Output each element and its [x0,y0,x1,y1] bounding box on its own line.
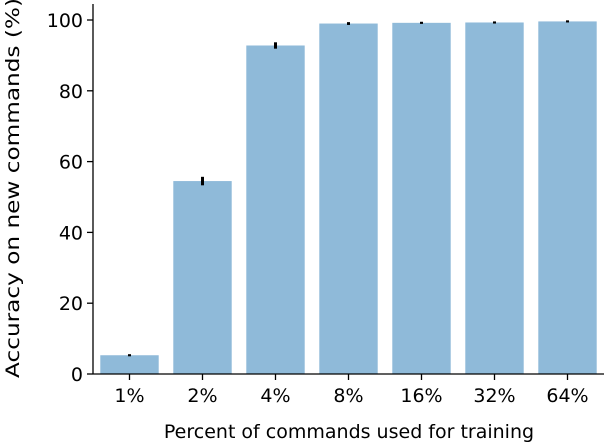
y-ticks-group: 0 20 40 60 80 100 [47,10,93,386]
bars-group [100,21,597,375]
y-tick-label: 0 [71,364,83,386]
y-tick-label: 20 [59,293,83,315]
x-ticks-group: 1% 2% 4% 8% 16% 32% 64% [114,374,589,407]
y-tick-label: 40 [59,222,83,244]
y-tick-label: 100 [47,10,83,32]
bar [319,23,378,374]
bar [173,181,232,374]
bar [538,21,597,374]
bar [100,355,159,374]
error-bars-group [128,20,569,357]
bar [392,22,451,374]
x-tick-label: 32% [473,385,515,407]
bar [246,45,305,374]
x-tick-label: 64% [546,385,588,407]
y-tick-label: 60 [59,152,83,174]
x-tick-label: 2% [187,385,217,407]
y-axis-label: Accuracy on new commands (%) [2,0,24,378]
x-tick-label: 4% [260,385,290,407]
bar [465,22,524,375]
x-axis-label: Percent of commands used for training [164,421,534,442]
y-tick-label: 80 [59,81,83,103]
x-tick-label: 1% [114,385,144,407]
x-tick-label: 8% [333,385,363,407]
x-tick-label: 16% [400,385,442,407]
